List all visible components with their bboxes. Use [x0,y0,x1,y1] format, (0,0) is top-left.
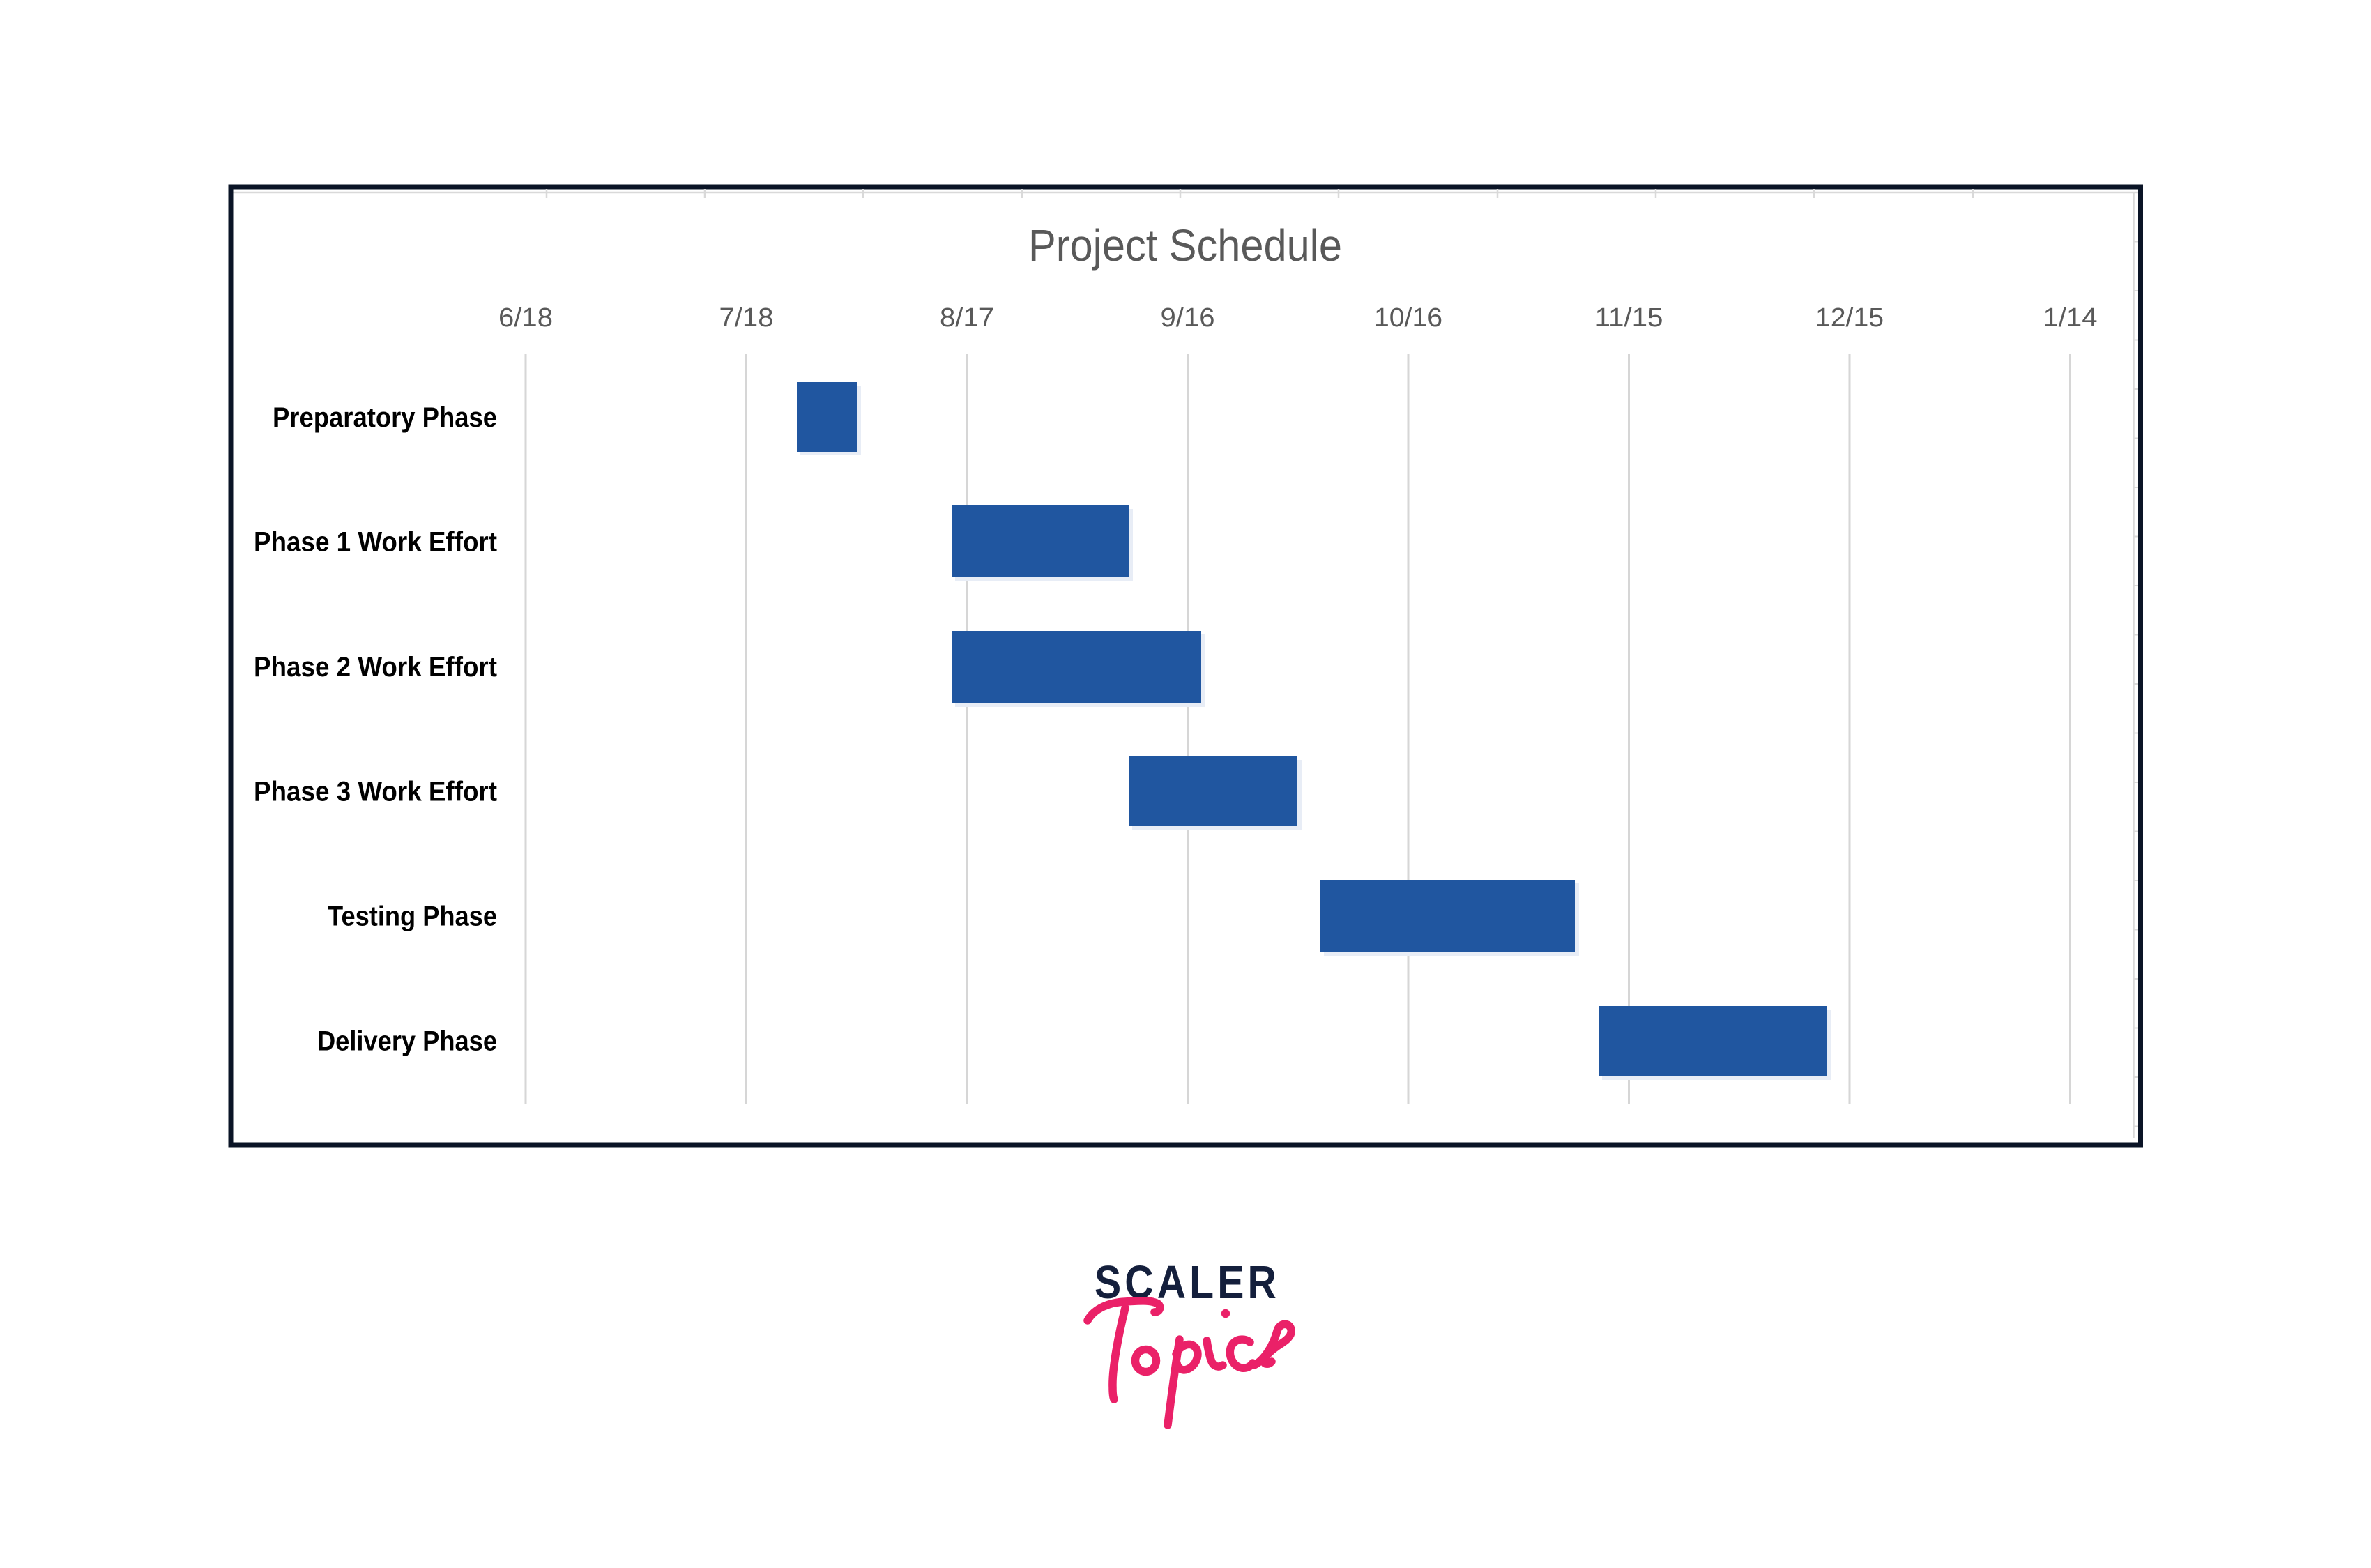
svg-text:6/18: 6/18 [498,303,553,333]
svg-text:Delivery Phase: Delivery Phase [317,1026,497,1057]
svg-text:8/17: 8/17 [940,303,994,333]
svg-text:11/15: 11/15 [1595,303,1663,333]
svg-text:10/16: 10/16 [1374,303,1442,333]
svg-text:Project Schedule: Project Schedule [1028,220,1342,271]
svg-text:Testing Phase: Testing Phase [328,901,497,932]
svg-text:12/15: 12/15 [1815,303,1884,333]
svg-text:1/14: 1/14 [2043,303,2098,333]
svg-text:Phase 1 Work Effort: Phase 1 Work Effort [254,527,497,558]
svg-text:Preparatory Phase: Preparatory Phase [273,402,497,433]
svg-text:7/18: 7/18 [719,303,774,333]
svg-text:9/16: 9/16 [1161,303,1215,333]
svg-text:Phase 3 Work Effort: Phase 3 Work Effort [254,777,497,807]
svg-text:Phase 2 Work Effort: Phase 2 Work Effort [254,652,497,683]
